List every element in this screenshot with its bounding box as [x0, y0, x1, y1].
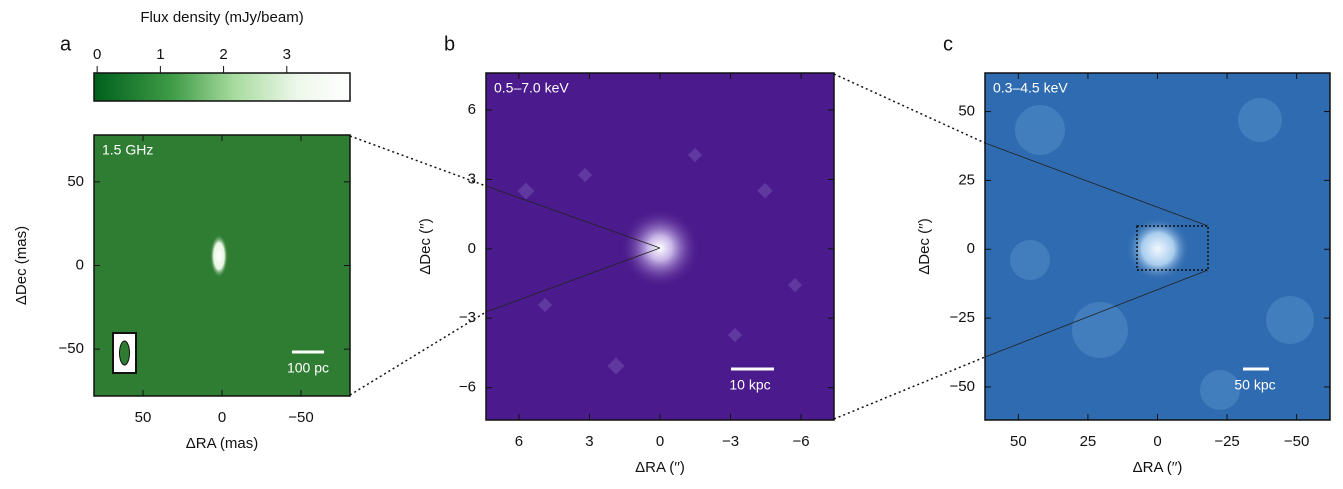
- zoom-box: [1136, 225, 1209, 271]
- y-tick-label: 25: [958, 171, 975, 188]
- colorbar-tick-label: 2: [219, 46, 227, 63]
- y-tick-label: 3: [468, 170, 476, 187]
- y-tick-label: −50: [950, 378, 975, 395]
- noise: [1010, 98, 1314, 410]
- x-tick-label: 0: [656, 433, 664, 450]
- x-tick-label: −50: [288, 409, 313, 426]
- panel-letter: a: [60, 33, 72, 55]
- x-axis-label: ΔRA (mas): [186, 435, 259, 452]
- y-tick-label: −3: [459, 309, 476, 326]
- y-axis-label: ΔDec (mas): [13, 226, 30, 305]
- scale-label: 100 pc: [287, 360, 329, 376]
- colorbar-label: Flux density (mJy/beam): [140, 9, 303, 26]
- panel-letter: c: [943, 33, 953, 55]
- connector: [349, 73, 986, 420]
- noise: [517, 147, 803, 375]
- x-axis-label: ΔRA (′′): [635, 459, 685, 476]
- x-tick-label: −25: [1214, 433, 1239, 450]
- y-tick-label: −50: [59, 340, 84, 357]
- band-label: 1.5 GHz: [102, 142, 153, 158]
- x-tick-label: 25: [1080, 433, 1097, 450]
- scale-label: 10 kpc: [729, 377, 770, 393]
- band-label: 0.5–7.0 keV: [494, 80, 569, 96]
- y-tick-label: 50: [67, 173, 84, 190]
- y-tick-label: 0: [468, 240, 476, 257]
- x-tick-label: 3: [585, 433, 593, 450]
- y-tick-label: 6: [468, 101, 476, 118]
- x-tick-label: 6: [515, 433, 523, 450]
- colorbar-tick-label: 3: [283, 46, 291, 63]
- radio-source: [210, 234, 228, 278]
- scale-label: 50 kpc: [1234, 377, 1275, 393]
- x-tick-label: −50: [1284, 433, 1309, 450]
- band-label: 0.3–4.5 keV: [993, 80, 1068, 96]
- y-tick-label: 0: [967, 240, 975, 257]
- x-tick-label: 50: [1010, 433, 1027, 450]
- y-axis-label: ΔDec (′′): [417, 218, 434, 274]
- y-tick-label: 0: [76, 256, 84, 273]
- x-tick-label: 50: [135, 409, 152, 426]
- x-tick-label: −6: [793, 433, 810, 450]
- x-tick-label: 0: [218, 409, 226, 426]
- colorbar: [93, 72, 351, 102]
- y-tick-label: −6: [459, 379, 476, 396]
- connector-thin: [485, 142, 1209, 358]
- colorbar-tick-label: 1: [156, 46, 164, 63]
- x-tick-label: 0: [1153, 433, 1161, 450]
- y-tick-label: 50: [958, 103, 975, 120]
- colorbar-tick-label: 0: [93, 46, 101, 63]
- y-axis-label: ΔDec (′′): [916, 218, 933, 274]
- panel-letter: b: [444, 33, 455, 55]
- xray-source-c: [1126, 217, 1190, 281]
- beam: [119, 340, 130, 366]
- x-tick-label: −3: [722, 433, 739, 450]
- y-tick-label: −25: [950, 309, 975, 326]
- x-axis-label: ΔRA (′′): [1133, 459, 1183, 476]
